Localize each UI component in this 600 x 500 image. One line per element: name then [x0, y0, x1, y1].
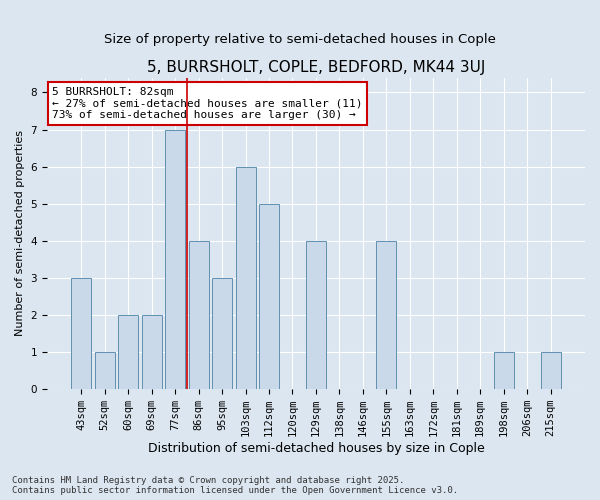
Bar	[71, 278, 91, 389]
Bar	[376, 241, 397, 389]
Text: 5 BURRSHOLT: 82sqm
← 27% of semi-detached houses are smaller (11)
73% of semi-de: 5 BURRSHOLT: 82sqm ← 27% of semi-detache…	[52, 87, 363, 120]
Bar	[165, 130, 185, 389]
Bar	[541, 352, 560, 389]
Bar	[142, 315, 161, 389]
Bar	[494, 352, 514, 389]
Title: 5, BURRSHOLT, COPLE, BEDFORD, MK44 3UJ: 5, BURRSHOLT, COPLE, BEDFORD, MK44 3UJ	[147, 60, 485, 75]
Bar	[236, 166, 256, 389]
Bar	[306, 241, 326, 389]
Bar	[118, 315, 138, 389]
X-axis label: Distribution of semi-detached houses by size in Cople: Distribution of semi-detached houses by …	[148, 442, 484, 455]
Bar	[188, 241, 209, 389]
Text: Contains HM Land Registry data © Crown copyright and database right 2025.
Contai: Contains HM Land Registry data © Crown c…	[12, 476, 458, 495]
Text: Size of property relative to semi-detached houses in Cople: Size of property relative to semi-detach…	[104, 32, 496, 46]
Bar	[95, 352, 115, 389]
Bar	[259, 204, 279, 389]
Y-axis label: Number of semi-detached properties: Number of semi-detached properties	[15, 130, 25, 336]
Bar	[212, 278, 232, 389]
